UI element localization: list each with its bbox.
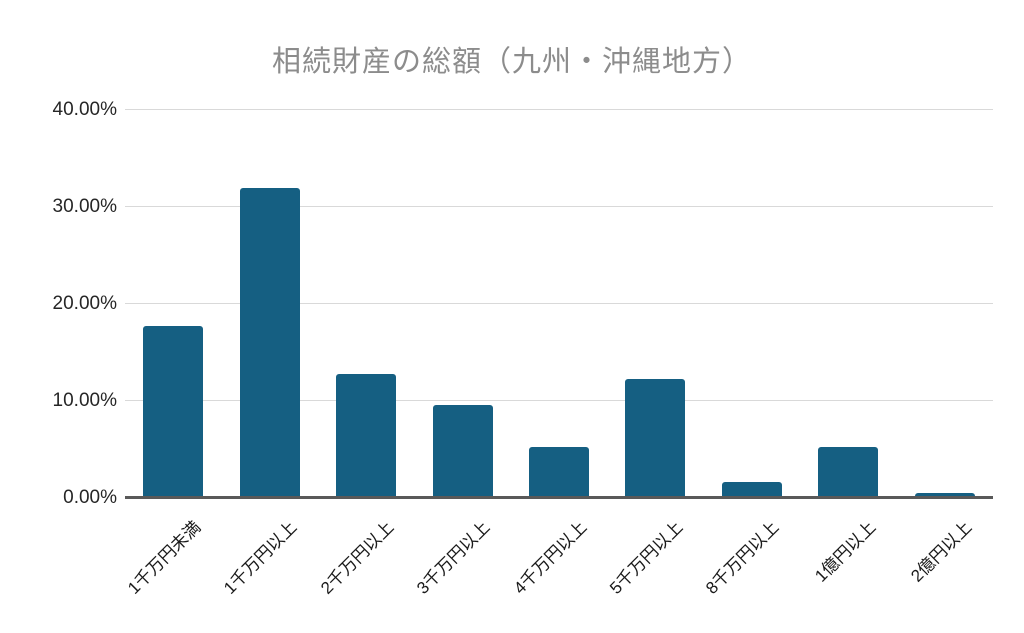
x-tick-label: 2千万円以上 [316, 517, 398, 598]
bar-slot [704, 110, 800, 498]
x-tick-label: 4千万円以上 [509, 517, 590, 598]
bar-3千万円以上 [432, 404, 493, 498]
bar-slot [221, 110, 317, 498]
bar-2億円以上 [914, 493, 975, 498]
bar-1億円以上 [818, 446, 879, 498]
y-tick-label: 10.00% [52, 390, 117, 411]
x-axis-line [125, 496, 993, 499]
plot-area: 0.00% 10.00% 20.00% 30.00% 40.00% [53, 99, 993, 508]
bar-slot [511, 110, 607, 498]
gridline [125, 303, 993, 304]
bar-slot [897, 110, 993, 498]
x-tick-label: 5千万円以上 [606, 517, 687, 598]
bar-slot [800, 110, 896, 498]
x-tick-label: 3千万円以上 [413, 517, 494, 598]
x-tick-label: 1千万円未満 [123, 517, 205, 598]
bar-1千万円以上 [239, 187, 300, 498]
bars-row [125, 110, 993, 498]
gridline [125, 206, 993, 207]
bar-slot [318, 110, 414, 498]
gridline [125, 109, 993, 110]
y-tick-label: 20.00% [52, 293, 117, 314]
bar-slot [414, 110, 510, 498]
bar-slot [125, 110, 221, 498]
bar-slot [607, 110, 703, 498]
x-axis-labels: 1千万円未満 1千万円以上 2千万円以上 3千万円以上 4千万円以上 5千万円以上 8千万円… [124, 504, 993, 629]
bar-4千万円以上 [528, 446, 589, 498]
bar-1千万円未満 [143, 326, 204, 498]
y-tick-label: 30.00% [52, 196, 117, 217]
chart-title: 相続財産の総額（九州・沖縄地方） [271, 46, 752, 78]
gridline [125, 400, 993, 401]
y-tick-label: 40.00% [52, 99, 117, 120]
bar-2千万円以上 [336, 373, 397, 498]
x-tick-label: 1億円以上 [811, 517, 880, 586]
y-tick-label: 0.00% [63, 487, 117, 508]
x-tick-label: 2億円以上 [907, 517, 976, 586]
x-tick-label: 1千万円以上 [220, 517, 301, 598]
bar-8千万円以上 [721, 482, 782, 498]
bar-5千万円以上 [625, 378, 686, 498]
x-tick-label: 8千万円以上 [702, 517, 783, 598]
